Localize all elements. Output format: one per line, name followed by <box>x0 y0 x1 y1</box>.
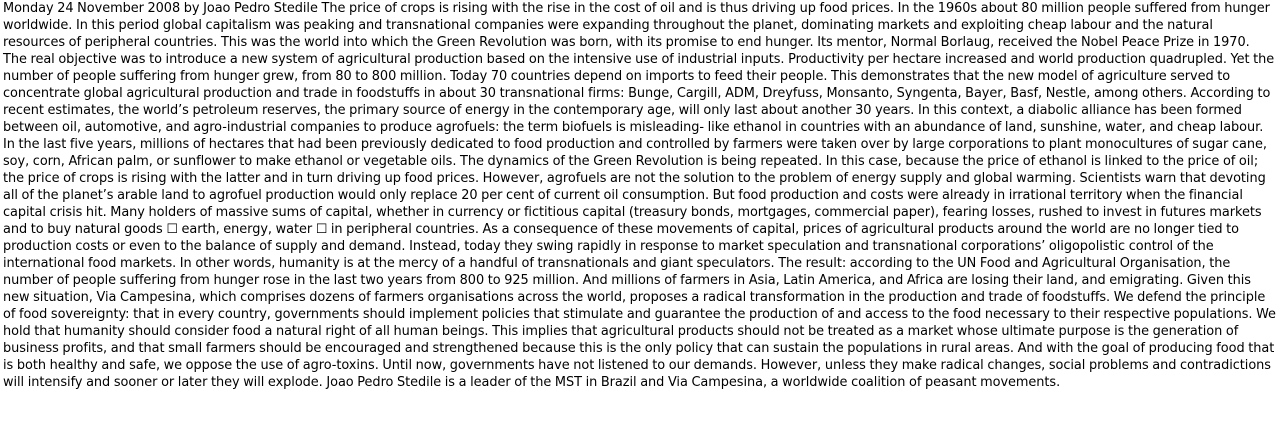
article-body-text: Monday 24 November 2008 by Joao Pedro St… <box>3 1 1276 390</box>
